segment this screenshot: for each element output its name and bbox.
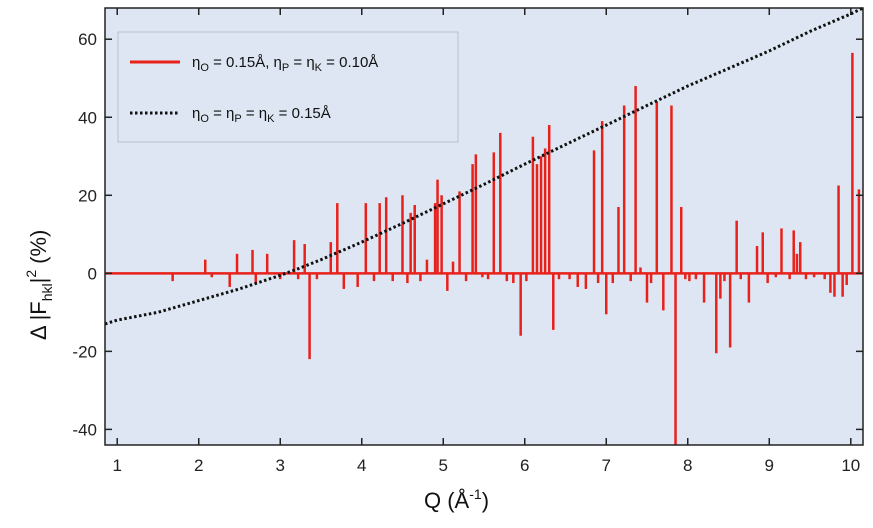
legend-box: [117, 31, 459, 143]
legend-label-2: ηO = ηP = ηK = 0.15Å: [192, 105, 331, 125]
x-tick-label: 6: [520, 456, 529, 475]
x-tick-label: 1: [112, 456, 121, 475]
x-tick-label: 10: [841, 456, 860, 475]
y-tick-label: 20: [78, 186, 97, 205]
x-tick-label: 9: [765, 456, 774, 475]
x-axis-title: Q (Å-1): [424, 486, 489, 513]
x-tick-label: 4: [357, 456, 366, 475]
x-tick-label: 7: [602, 456, 611, 475]
y-tick-label: -20: [72, 342, 97, 361]
bars-layer: [136, 52, 861, 445]
x-tick-label: 3: [276, 456, 285, 475]
y-tick-label: -40: [72, 420, 97, 439]
x-tick-label: 5: [439, 456, 448, 475]
plot-frame: [104, 7, 864, 446]
ticks-layer: 1 2 3 4 5 6 7 8 9 10 -40 -20 0 20 40 60: [72, 8, 863, 475]
y-tick-label: 0: [88, 264, 97, 283]
y-axis-title: Δ |Fhkl|2(%): [23, 230, 55, 340]
legend-label-1: ηO = 0.15Å, ηP = ηK = 0.10Å: [192, 54, 378, 74]
y-tick-label: 60: [78, 30, 97, 49]
y-tick-label: 40: [78, 108, 97, 127]
legend: ηO = 0.15Å, ηP = ηK = 0.10Å ηO = ηP = ηK…: [117, 31, 459, 143]
x-tick-label: 8: [683, 456, 692, 475]
x-tick-label: 2: [194, 456, 203, 475]
